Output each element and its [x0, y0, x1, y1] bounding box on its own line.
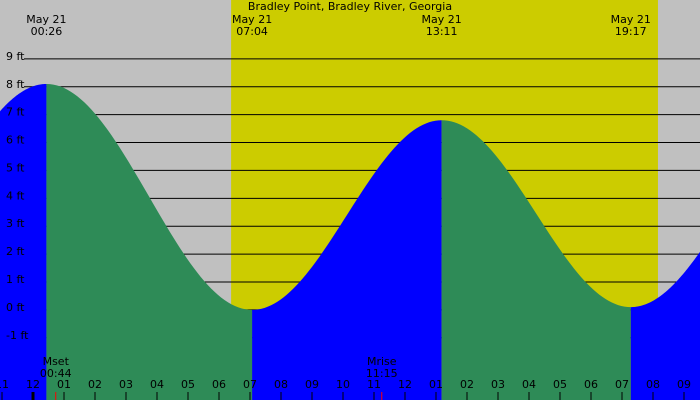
x-tick-label: 11 [0, 378, 9, 391]
y-tick-label: 4 ft [6, 189, 25, 202]
x-tick-label: 12 [26, 378, 40, 391]
extreme-date: May 21 [26, 13, 66, 26]
rising-tide [630, 251, 700, 400]
x-tick-label: 04 [522, 378, 536, 391]
y-tick-label: 7 ft [6, 106, 25, 119]
extreme-time: 07:04 [236, 25, 268, 38]
x-tick-label: 06 [212, 378, 226, 391]
moon-event-label: Mset [43, 355, 70, 368]
y-tick-label: 6 ft [6, 134, 25, 147]
x-tick-label: 12 [398, 378, 412, 391]
extreme-time: 00:26 [31, 25, 63, 38]
x-tick-label: 11 [367, 378, 381, 391]
moon-event-time: 00:44 [40, 367, 72, 380]
x-tick-label: 04 [150, 378, 164, 391]
moon-event-label: Mrise [367, 355, 397, 368]
extreme-time: 13:11 [426, 25, 458, 38]
x-tick-label: 01 [429, 378, 443, 391]
x-tick-label: 09 [305, 378, 319, 391]
extreme-date: May 21 [422, 13, 462, 26]
y-tick-label: 8 ft [6, 78, 25, 91]
x-tick-label: 07 [243, 378, 257, 391]
x-tick-label: 08 [274, 378, 288, 391]
x-tick-label: 05 [181, 378, 195, 391]
x-tick-label: 05 [553, 378, 567, 391]
y-tick-label: 9 ft [6, 50, 25, 63]
x-tick-label: 09 [677, 378, 691, 391]
x-tick-label: 06 [584, 378, 598, 391]
falling-tide [46, 83, 253, 400]
moon-event-time: 11:15 [366, 367, 398, 380]
x-tick-label: 02 [88, 378, 102, 391]
extreme-date: May 21 [611, 13, 651, 26]
y-tick-label: -1 ft [6, 329, 29, 342]
x-tick-label: 03 [119, 378, 133, 391]
rising-tide [0, 83, 47, 400]
chart-title: Bradley Point, Bradley River, Georgia [248, 0, 452, 13]
x-tick-label: 01 [57, 378, 71, 391]
y-tick-label: 0 ft [6, 301, 25, 314]
y-tick-label: 3 ft [6, 217, 25, 230]
extreme-date: May 21 [232, 13, 272, 26]
rising-tide [252, 120, 442, 400]
x-tick-label: 07 [615, 378, 629, 391]
extreme-time: 19:17 [615, 25, 647, 38]
y-tick-label: 1 ft [6, 273, 25, 286]
x-tick-label: 10 [336, 378, 350, 391]
x-tick-label: 02 [460, 378, 474, 391]
x-tick-label: 08 [646, 378, 660, 391]
y-tick-label: 5 ft [6, 161, 25, 174]
falling-tide [441, 120, 631, 400]
y-tick-label: 2 ft [6, 245, 25, 258]
x-tick-label: 03 [491, 378, 505, 391]
